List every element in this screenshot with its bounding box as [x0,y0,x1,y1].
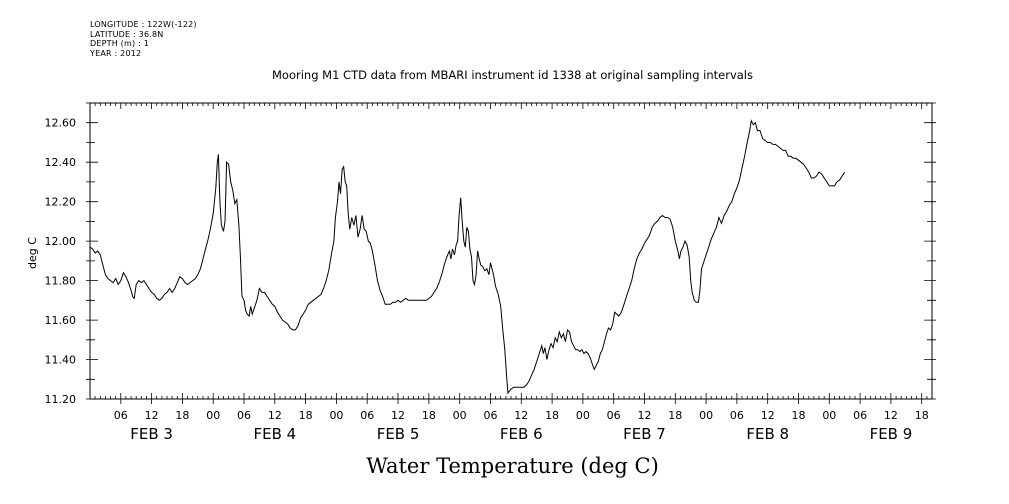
metadata-block: LONGITUDE : 122W(-122) LATITUDE : 36.8N … [90,20,197,58]
metadata-year: YEAR : 2012 [90,48,142,58]
x-tick-label: 18 [299,409,313,422]
x-tick-label: 18 [545,409,559,422]
y-tick-label: 11.80 [45,275,77,288]
x-tick-label: 00 [453,409,467,422]
x-tick-label: 18 [668,409,682,422]
metadata-latitude: LATITUDE : 36.8N [90,29,164,39]
x-tick-label: 06 [607,409,621,422]
x-tick-label: 18 [792,409,806,422]
x-tick-label: 06 [483,409,497,422]
x-tick-label: 18 [175,409,189,422]
y-tick-label: 11.20 [45,393,77,406]
x-day-label: FEB 7 [623,425,666,443]
x-tick-label: 12 [391,409,405,422]
x-axis-title: Water Temperature (deg C) [366,454,659,478]
x-tick-label: 18 [422,409,436,422]
y-tick-label: 12.20 [45,196,77,209]
x-day-label: FEB 5 [377,425,420,443]
x-tick-label: 00 [699,409,713,422]
x-tick-label: 12 [268,409,282,422]
y-tick-label: 12.40 [45,156,77,169]
x-tick-label: 00 [206,409,220,422]
x-tick-label: 12 [145,409,159,422]
x-tick-label: 18 [915,409,929,422]
y-tick-label: 12.60 [45,117,77,130]
y-tick-label: 12.00 [45,235,77,248]
x-day-label: FEB 3 [130,425,173,443]
chart-title: Mooring M1 CTD data from MBARI instrumen… [272,68,753,82]
metadata-depth: DEPTH (m) : 1 [90,39,149,48]
x-day-label: FEB 4 [253,425,296,443]
x-tick-label: 00 [329,409,343,422]
y-axis-ticks [86,102,936,400]
x-tick-label: 06 [853,409,867,422]
x-tick-label: 06 [114,409,128,422]
y-tick-label: 11.60 [45,314,77,327]
x-tick-label: 06 [730,409,744,422]
x-tick-label: 00 [822,409,836,422]
x-tick-label: 12 [761,409,775,422]
x-tick-label: 00 [576,409,590,422]
series-line [89,119,846,395]
x-day-label: FEB 6 [500,425,543,443]
x-day-label: FEB 8 [746,425,789,443]
y-axis-title: deg C [26,237,39,269]
x-tick-label: 12 [884,409,898,422]
x-tick-label: 06 [237,409,251,422]
x-tick-label: 12 [637,409,651,422]
x-tick-label: 06 [360,409,374,422]
x-day-label: FEB 9 [870,425,913,443]
plot-frame [89,102,933,400]
y-tick-label: 11.40 [45,354,77,367]
x-axis-ticks [94,103,928,404]
x-tick-label: 12 [514,409,528,422]
metadata-longitude: LONGITUDE : 122W(-122) [90,20,197,29]
